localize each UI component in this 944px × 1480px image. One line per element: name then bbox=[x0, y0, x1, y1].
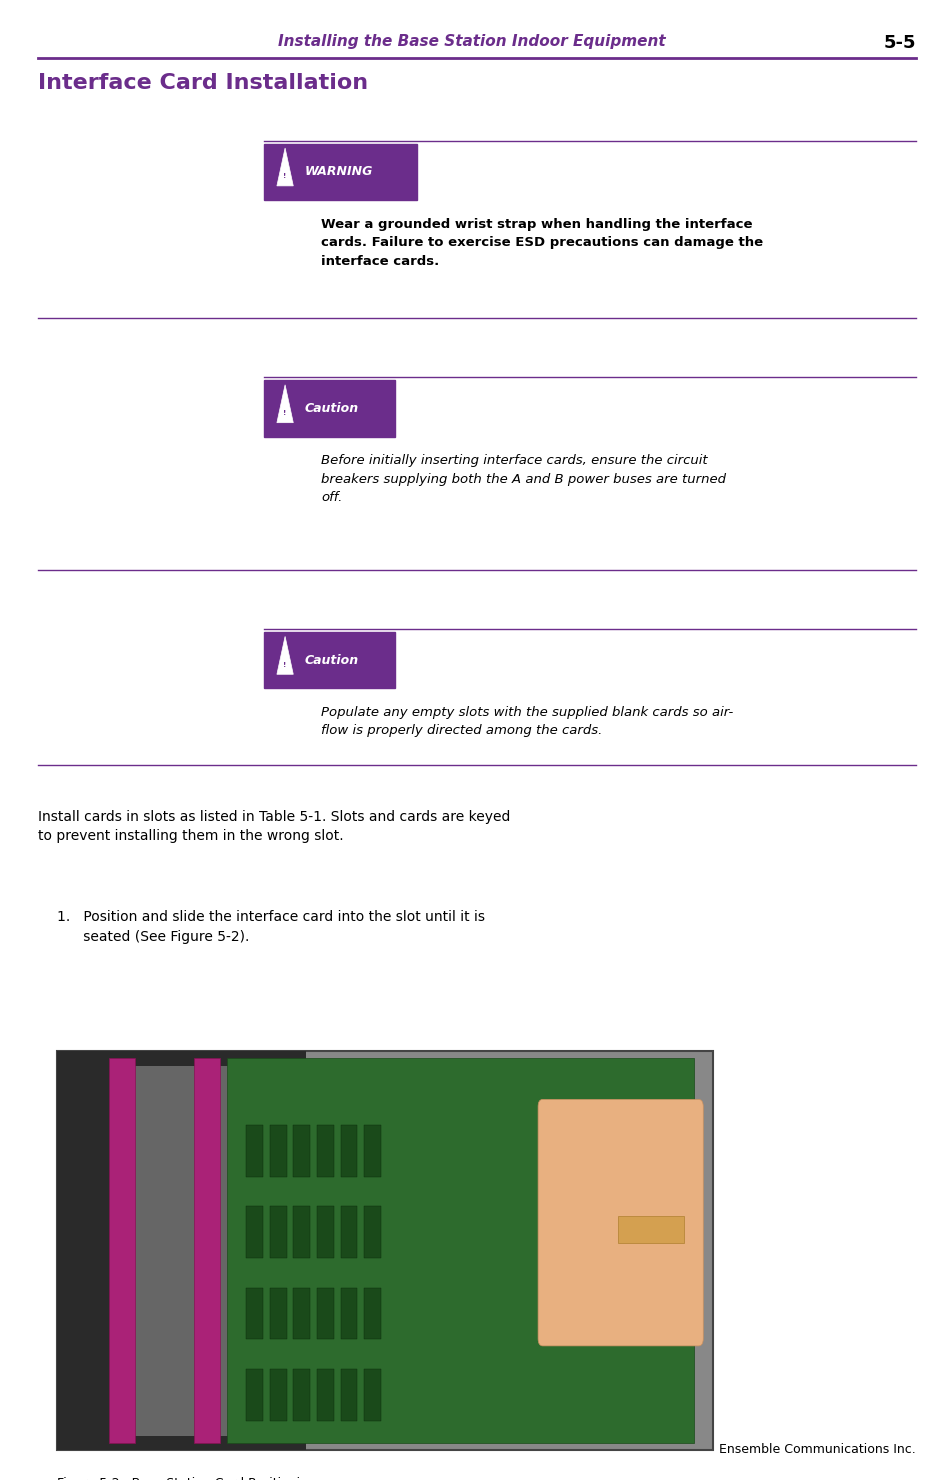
Text: !: ! bbox=[283, 173, 287, 179]
FancyBboxPatch shape bbox=[246, 1206, 263, 1258]
Text: 1.   Position and slide the interface card into the slot until it is
      seate: 1. Position and slide the interface card… bbox=[57, 910, 484, 944]
FancyBboxPatch shape bbox=[264, 144, 417, 200]
Text: !: ! bbox=[283, 410, 287, 416]
Text: 5-5: 5-5 bbox=[884, 34, 916, 52]
FancyBboxPatch shape bbox=[341, 1206, 358, 1258]
FancyBboxPatch shape bbox=[270, 1125, 287, 1177]
FancyBboxPatch shape bbox=[618, 1217, 684, 1243]
FancyBboxPatch shape bbox=[341, 1288, 358, 1339]
Text: Interface Card Installation: Interface Card Installation bbox=[38, 73, 368, 93]
FancyBboxPatch shape bbox=[270, 1288, 287, 1339]
FancyBboxPatch shape bbox=[109, 1058, 135, 1443]
FancyBboxPatch shape bbox=[294, 1288, 311, 1339]
Text: Caution: Caution bbox=[305, 403, 359, 414]
FancyBboxPatch shape bbox=[317, 1206, 334, 1258]
FancyBboxPatch shape bbox=[317, 1125, 334, 1177]
FancyBboxPatch shape bbox=[364, 1288, 381, 1339]
FancyBboxPatch shape bbox=[57, 1051, 713, 1450]
FancyBboxPatch shape bbox=[294, 1369, 311, 1421]
FancyBboxPatch shape bbox=[264, 380, 395, 437]
Text: Populate any empty slots with the supplied blank cards so air-
flow is properly : Populate any empty slots with the suppli… bbox=[321, 706, 733, 737]
Polygon shape bbox=[277, 148, 294, 186]
Text: Ensemble Communications Inc.: Ensemble Communications Inc. bbox=[719, 1443, 916, 1456]
FancyBboxPatch shape bbox=[264, 632, 395, 688]
FancyBboxPatch shape bbox=[246, 1125, 263, 1177]
Text: Install cards in slots as listed in Table 5-1. Slots and cards are keyed
to prev: Install cards in slots as listed in Tabl… bbox=[38, 810, 510, 844]
FancyBboxPatch shape bbox=[364, 1125, 381, 1177]
Polygon shape bbox=[277, 385, 294, 423]
FancyBboxPatch shape bbox=[317, 1288, 334, 1339]
FancyBboxPatch shape bbox=[123, 1066, 241, 1436]
FancyBboxPatch shape bbox=[364, 1206, 381, 1258]
FancyBboxPatch shape bbox=[538, 1100, 703, 1345]
FancyBboxPatch shape bbox=[341, 1125, 358, 1177]
FancyBboxPatch shape bbox=[270, 1206, 287, 1258]
FancyBboxPatch shape bbox=[317, 1369, 334, 1421]
FancyBboxPatch shape bbox=[246, 1369, 263, 1421]
FancyBboxPatch shape bbox=[341, 1369, 358, 1421]
FancyBboxPatch shape bbox=[364, 1369, 381, 1421]
Text: Figure 5-2.  Base Station Card Positioning: Figure 5-2. Base Station Card Positionin… bbox=[57, 1477, 315, 1480]
Text: Caution: Caution bbox=[305, 654, 359, 666]
Text: Installing the Base Station Indoor Equipment: Installing the Base Station Indoor Equip… bbox=[278, 34, 666, 49]
Polygon shape bbox=[277, 636, 294, 675]
FancyBboxPatch shape bbox=[194, 1058, 220, 1443]
FancyBboxPatch shape bbox=[294, 1125, 311, 1177]
Text: !: ! bbox=[283, 662, 287, 667]
FancyBboxPatch shape bbox=[294, 1206, 311, 1258]
FancyBboxPatch shape bbox=[57, 1051, 306, 1450]
FancyBboxPatch shape bbox=[246, 1288, 263, 1339]
Text: Wear a grounded wrist strap when handling the interface
cards. Failure to exerci: Wear a grounded wrist strap when handlin… bbox=[321, 218, 763, 268]
Text: Before initially inserting interface cards, ensure the circuit
breakers supplyin: Before initially inserting interface car… bbox=[321, 454, 726, 505]
FancyBboxPatch shape bbox=[228, 1058, 694, 1443]
FancyBboxPatch shape bbox=[270, 1369, 287, 1421]
Text: WARNING: WARNING bbox=[305, 166, 373, 178]
